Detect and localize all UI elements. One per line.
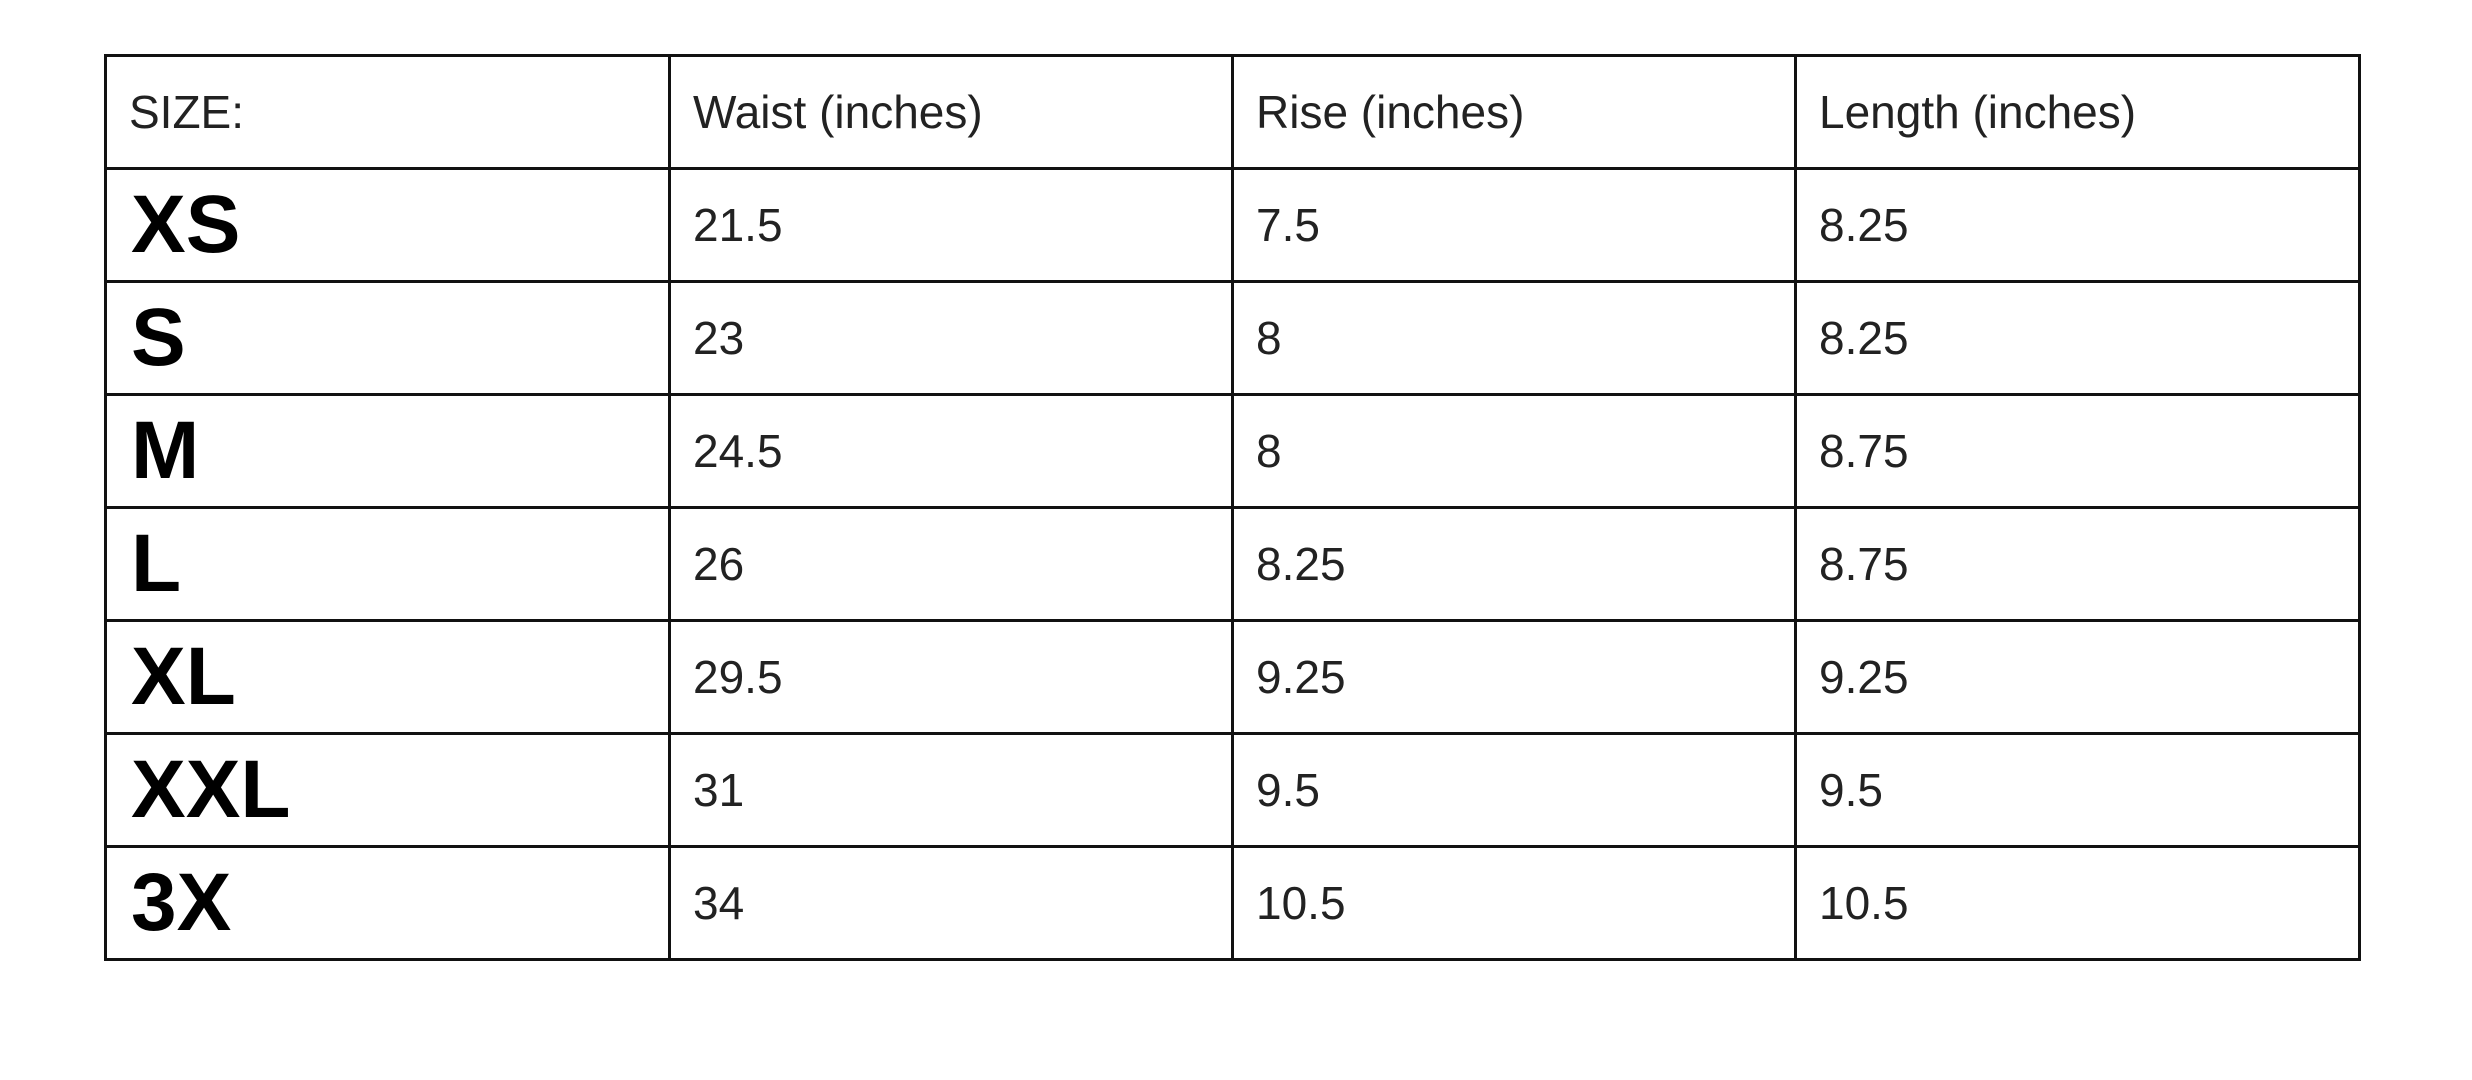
value-cell: 8.25 [1231, 506, 1797, 622]
data-row: 3X 34 10.5 10.5 [104, 845, 2361, 961]
data-row: XL 29.5 9.25 9.25 [104, 619, 2361, 735]
value-cell: 9.5 [1231, 732, 1797, 848]
size-cell: XS [104, 167, 671, 283]
data-row: M 24.5 8 8.75 [104, 393, 2361, 509]
value-cell: 7.5 [1231, 167, 1797, 283]
value-cell: 8.25 [1794, 280, 2361, 396]
value-cell: 8.75 [1794, 393, 2361, 509]
value-cell: 31 [668, 732, 1234, 848]
value-cell: 9.5 [1794, 732, 2361, 848]
value-cell: 8 [1231, 393, 1797, 509]
data-row: XS 21.5 7.5 8.25 [104, 167, 2361, 283]
value-cell: 34 [668, 845, 1234, 961]
data-row: S 23 8 8.25 [104, 280, 2361, 396]
header-cell: Waist (inches) [668, 54, 1234, 170]
value-cell: 24.5 [668, 393, 1234, 509]
size-cell: XXL [104, 732, 671, 848]
size-cell: M [104, 393, 671, 509]
size-cell: L [104, 506, 671, 622]
value-cell: 8 [1231, 280, 1797, 396]
size-cell: 3X [104, 845, 671, 961]
header-cell: SIZE: [104, 54, 671, 170]
size-cell: XL [104, 619, 671, 735]
header-cell: Length (inches) [1794, 54, 2361, 170]
header-cell: Rise (inches) [1231, 54, 1797, 170]
value-cell: 9.25 [1794, 619, 2361, 735]
value-cell: 8.75 [1794, 506, 2361, 622]
value-cell: 29.5 [668, 619, 1234, 735]
size-cell: S [104, 280, 671, 396]
header-row: SIZE: Waist (inches) Rise (inches) Length (… [104, 54, 2361, 170]
value-cell: 8.25 [1794, 167, 2361, 283]
value-cell: 9.25 [1231, 619, 1797, 735]
value-cell: 10.5 [1231, 845, 1797, 961]
data-row: XXL 31 9.5 9.5 [104, 732, 2361, 848]
data-row: L 26 8.25 8.75 [104, 506, 2361, 622]
size-table: SIZE: Waist (inches) Rise (inches) Length (… [104, 54, 2361, 961]
value-cell: 23 [668, 280, 1234, 396]
value-cell: 10.5 [1794, 845, 2361, 961]
value-cell: 21.5 [668, 167, 1234, 283]
value-cell: 26 [668, 506, 1234, 622]
table-body: SIZE: Waist (inches) Rise (inches) Length (… [104, 54, 2361, 961]
